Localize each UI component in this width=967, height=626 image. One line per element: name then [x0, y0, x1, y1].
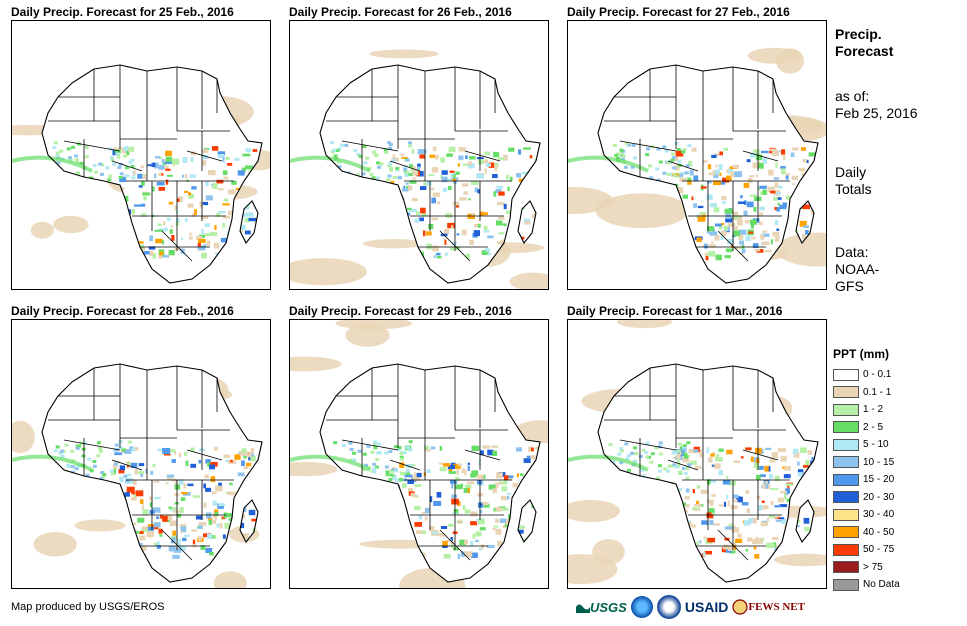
legend-item: > 75 [833, 559, 928, 577]
usgs-wave-icon [576, 604, 590, 613]
panel-title-5: Daily Precip. Forecast for 29 Feb., 2016 [289, 304, 512, 318]
map-svg-6 [568, 320, 826, 585]
as-of-date: Feb 25, 2016 [835, 105, 918, 121]
panel-title-2: Daily Precip. Forecast for 26 Feb., 2016 [289, 5, 512, 19]
map-svg-5 [290, 320, 548, 588]
legend-swatch [833, 421, 859, 434]
data-source-block: Data: NOAA- GFS [835, 244, 879, 295]
legend-item: 50 - 75 [833, 541, 928, 559]
legend-label: 50 - 75 [863, 544, 895, 556]
legend-item: 20 - 30 [833, 489, 928, 507]
precip-legend: PPT (mm) 0 - 0.1 0.1 - 1 1 - 2 2 - 5 5 - 10 1… [833, 347, 928, 594]
panel-title-6: Daily Precip. Forecast for 1 Mar., 2016 [567, 304, 783, 318]
legend-swatch [833, 386, 859, 399]
legend-swatch [833, 543, 859, 556]
forecast-map-4 [11, 319, 271, 589]
legend-item: 0 - 0.1 [833, 366, 928, 384]
panel-title-4: Daily Precip. Forecast for 28 Feb., 2016 [11, 304, 234, 318]
legend-swatch [833, 508, 859, 521]
panel-title-1: Daily Precip. Forecast for 25 Feb., 2016 [11, 5, 234, 19]
panel-title-3: Daily Precip. Forecast for 27 Feb., 2016 [567, 5, 790, 19]
legend-swatch [833, 561, 859, 574]
legend-label: > 75 [863, 561, 883, 573]
legend-swatch [833, 403, 859, 416]
legend-item: 0.1 - 1 [833, 384, 928, 402]
legend-label: 15 - 20 [863, 474, 895, 486]
legend-item: 40 - 50 [833, 524, 928, 542]
legend-item: 30 - 40 [833, 506, 928, 524]
legend-item: 15 - 20 [833, 471, 928, 489]
legend-label: 0.1 - 1 [863, 386, 892, 398]
legend-item: No Data [833, 576, 928, 594]
legend-swatch [833, 368, 859, 381]
legend-swatch [833, 456, 859, 469]
fews-net-text: FEWS NET [748, 601, 805, 613]
forecast-title-line-1: Precip. [835, 26, 882, 42]
usgs-logo-text: USGS [590, 599, 627, 615]
fews-globe-icon [732, 599, 749, 615]
forecast-map-1 [11, 20, 271, 290]
totals-block: Daily Totals [835, 164, 872, 198]
forecast-map-2 [289, 20, 549, 290]
totals-line-2: Totals [835, 181, 872, 197]
legend-label: 10 - 15 [863, 456, 895, 468]
legend-rows: 0 - 0.1 0.1 - 1 1 - 2 2 - 5 5 - 10 10 - 15 15 … [833, 366, 928, 594]
as-of-block: as of: Feb 25, 2016 [835, 88, 918, 122]
legend-swatch [833, 578, 859, 591]
legend-label: 5 - 10 [863, 439, 889, 451]
legend-swatch [833, 526, 859, 539]
legend-label: 30 - 40 [863, 509, 895, 521]
legend-label: No Data [863, 579, 900, 591]
as-of-label: as of: [835, 88, 870, 104]
forecast-map-3 [567, 20, 827, 290]
legend-title: PPT (mm) [833, 347, 890, 361]
map-svg-2 [290, 49, 548, 289]
usgs-logo: USGS [576, 600, 627, 615]
legend-label: 20 - 30 [863, 491, 895, 503]
logo-strip: USGS USAID FEWS NET [576, 595, 805, 619]
totals-line-1: Daily [835, 164, 867, 180]
legend-label: 1 - 2 [863, 404, 884, 416]
usaid-logo: USAID [684, 599, 729, 615]
data-source-line-1: Data: [835, 244, 869, 260]
legend-label: 40 - 50 [863, 526, 895, 538]
legend-swatch [833, 491, 859, 504]
map-svg-1 [12, 64, 270, 284]
map-credit: Map produced by USGS/EROS [11, 601, 165, 613]
legend-swatch [833, 438, 859, 451]
forecast-title: Precip. Forecast [835, 26, 893, 60]
legend-label: 2 - 5 [863, 421, 884, 433]
forecast-map-5 [289, 319, 549, 589]
legend-item: 2 - 5 [833, 419, 928, 437]
data-source-line-2: NOAA- [835, 261, 880, 277]
map-svg-3 [568, 47, 826, 284]
legend-item: 1 - 2 [833, 401, 928, 419]
forecast-title-line-2: Forecast [835, 43, 894, 59]
noaa-logo [630, 596, 653, 618]
legend-item: 5 - 10 [833, 436, 928, 454]
legend-label: 0 - 0.1 [863, 369, 892, 381]
forecast-map-6 [567, 319, 827, 589]
map-svg-4 [12, 363, 263, 588]
nasa-seal-logo [656, 595, 681, 619]
legend-item: 10 - 15 [833, 454, 928, 472]
fews-net-logo: FEWS NET [732, 599, 805, 615]
legend-swatch [833, 473, 859, 486]
data-source-line-3: GFS [835, 278, 864, 294]
